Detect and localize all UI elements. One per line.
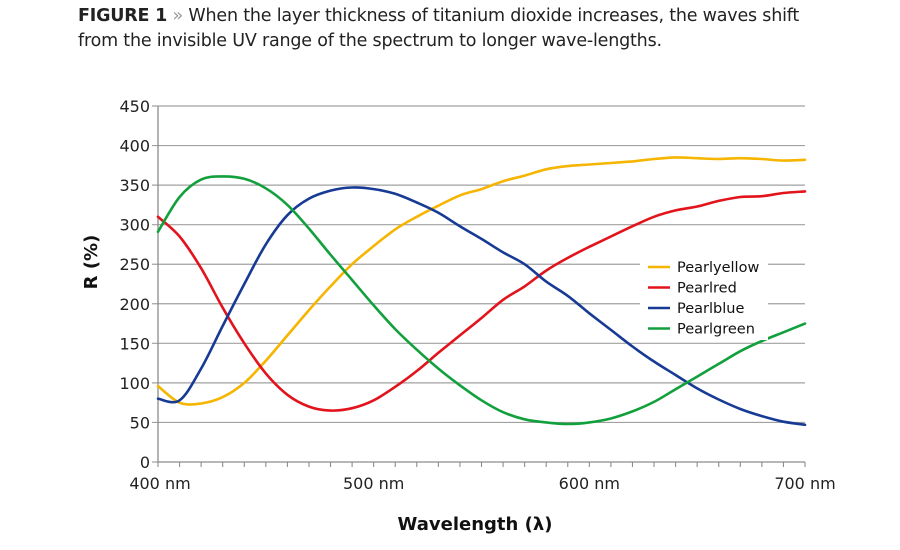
series-lines: [156, 156, 807, 427]
legend: Pearlyellow Pearlred Pearlblue Pearlgreen: [640, 256, 768, 340]
legend-label: Pearlgreen: [677, 322, 755, 338]
axes: [157, 106, 806, 467]
y-tick-label: 450: [119, 97, 150, 116]
y-tick-label: 400: [119, 137, 150, 156]
y-tick-label: 200: [119, 295, 150, 314]
y-tick-labels: 0 50 100 150 200 250 300 350 400 450: [119, 97, 150, 472]
figure-caption: FIGURE 1 » When the layer thickness of t…: [78, 4, 838, 54]
y-tick-label: 300: [119, 216, 150, 235]
x-tick-labels: 400 nm 500 nm 600 nm 700 nm: [129, 474, 835, 493]
x-axis-title: Wavelength (λ): [398, 514, 553, 535]
series-line-pearlgreen: [156, 175, 807, 426]
legend-label: Pearlred: [677, 281, 737, 297]
figure-label: FIGURE 1: [78, 6, 168, 26]
x-tick-label: 600 nm: [559, 474, 620, 493]
y-tick-label: 350: [119, 176, 150, 195]
y-tick-label: 0: [140, 453, 150, 472]
caption-separator: »: [172, 6, 184, 26]
series-line-pearlyellow: [156, 156, 807, 406]
y-tick-label: 150: [119, 334, 150, 353]
y-tick-label: 100: [119, 374, 150, 393]
y-tick-label: 50: [130, 413, 150, 432]
legend-label: Pearlyellow: [677, 260, 759, 276]
y-tick-label: 250: [119, 255, 150, 274]
x-tick-label: 400 nm: [129, 474, 190, 493]
legend-background: [640, 256, 768, 340]
y-axis-title: R (%): [81, 235, 102, 290]
legend-label: Pearlblue: [677, 301, 744, 317]
series-line-pearlred: [156, 190, 807, 412]
x-tick-label: 700 nm: [774, 474, 835, 493]
caption-text: When the layer thickness of titanium dio…: [78, 6, 800, 51]
series-line-pearlblue: [156, 186, 807, 427]
x-tick-label: 500 nm: [343, 474, 404, 493]
